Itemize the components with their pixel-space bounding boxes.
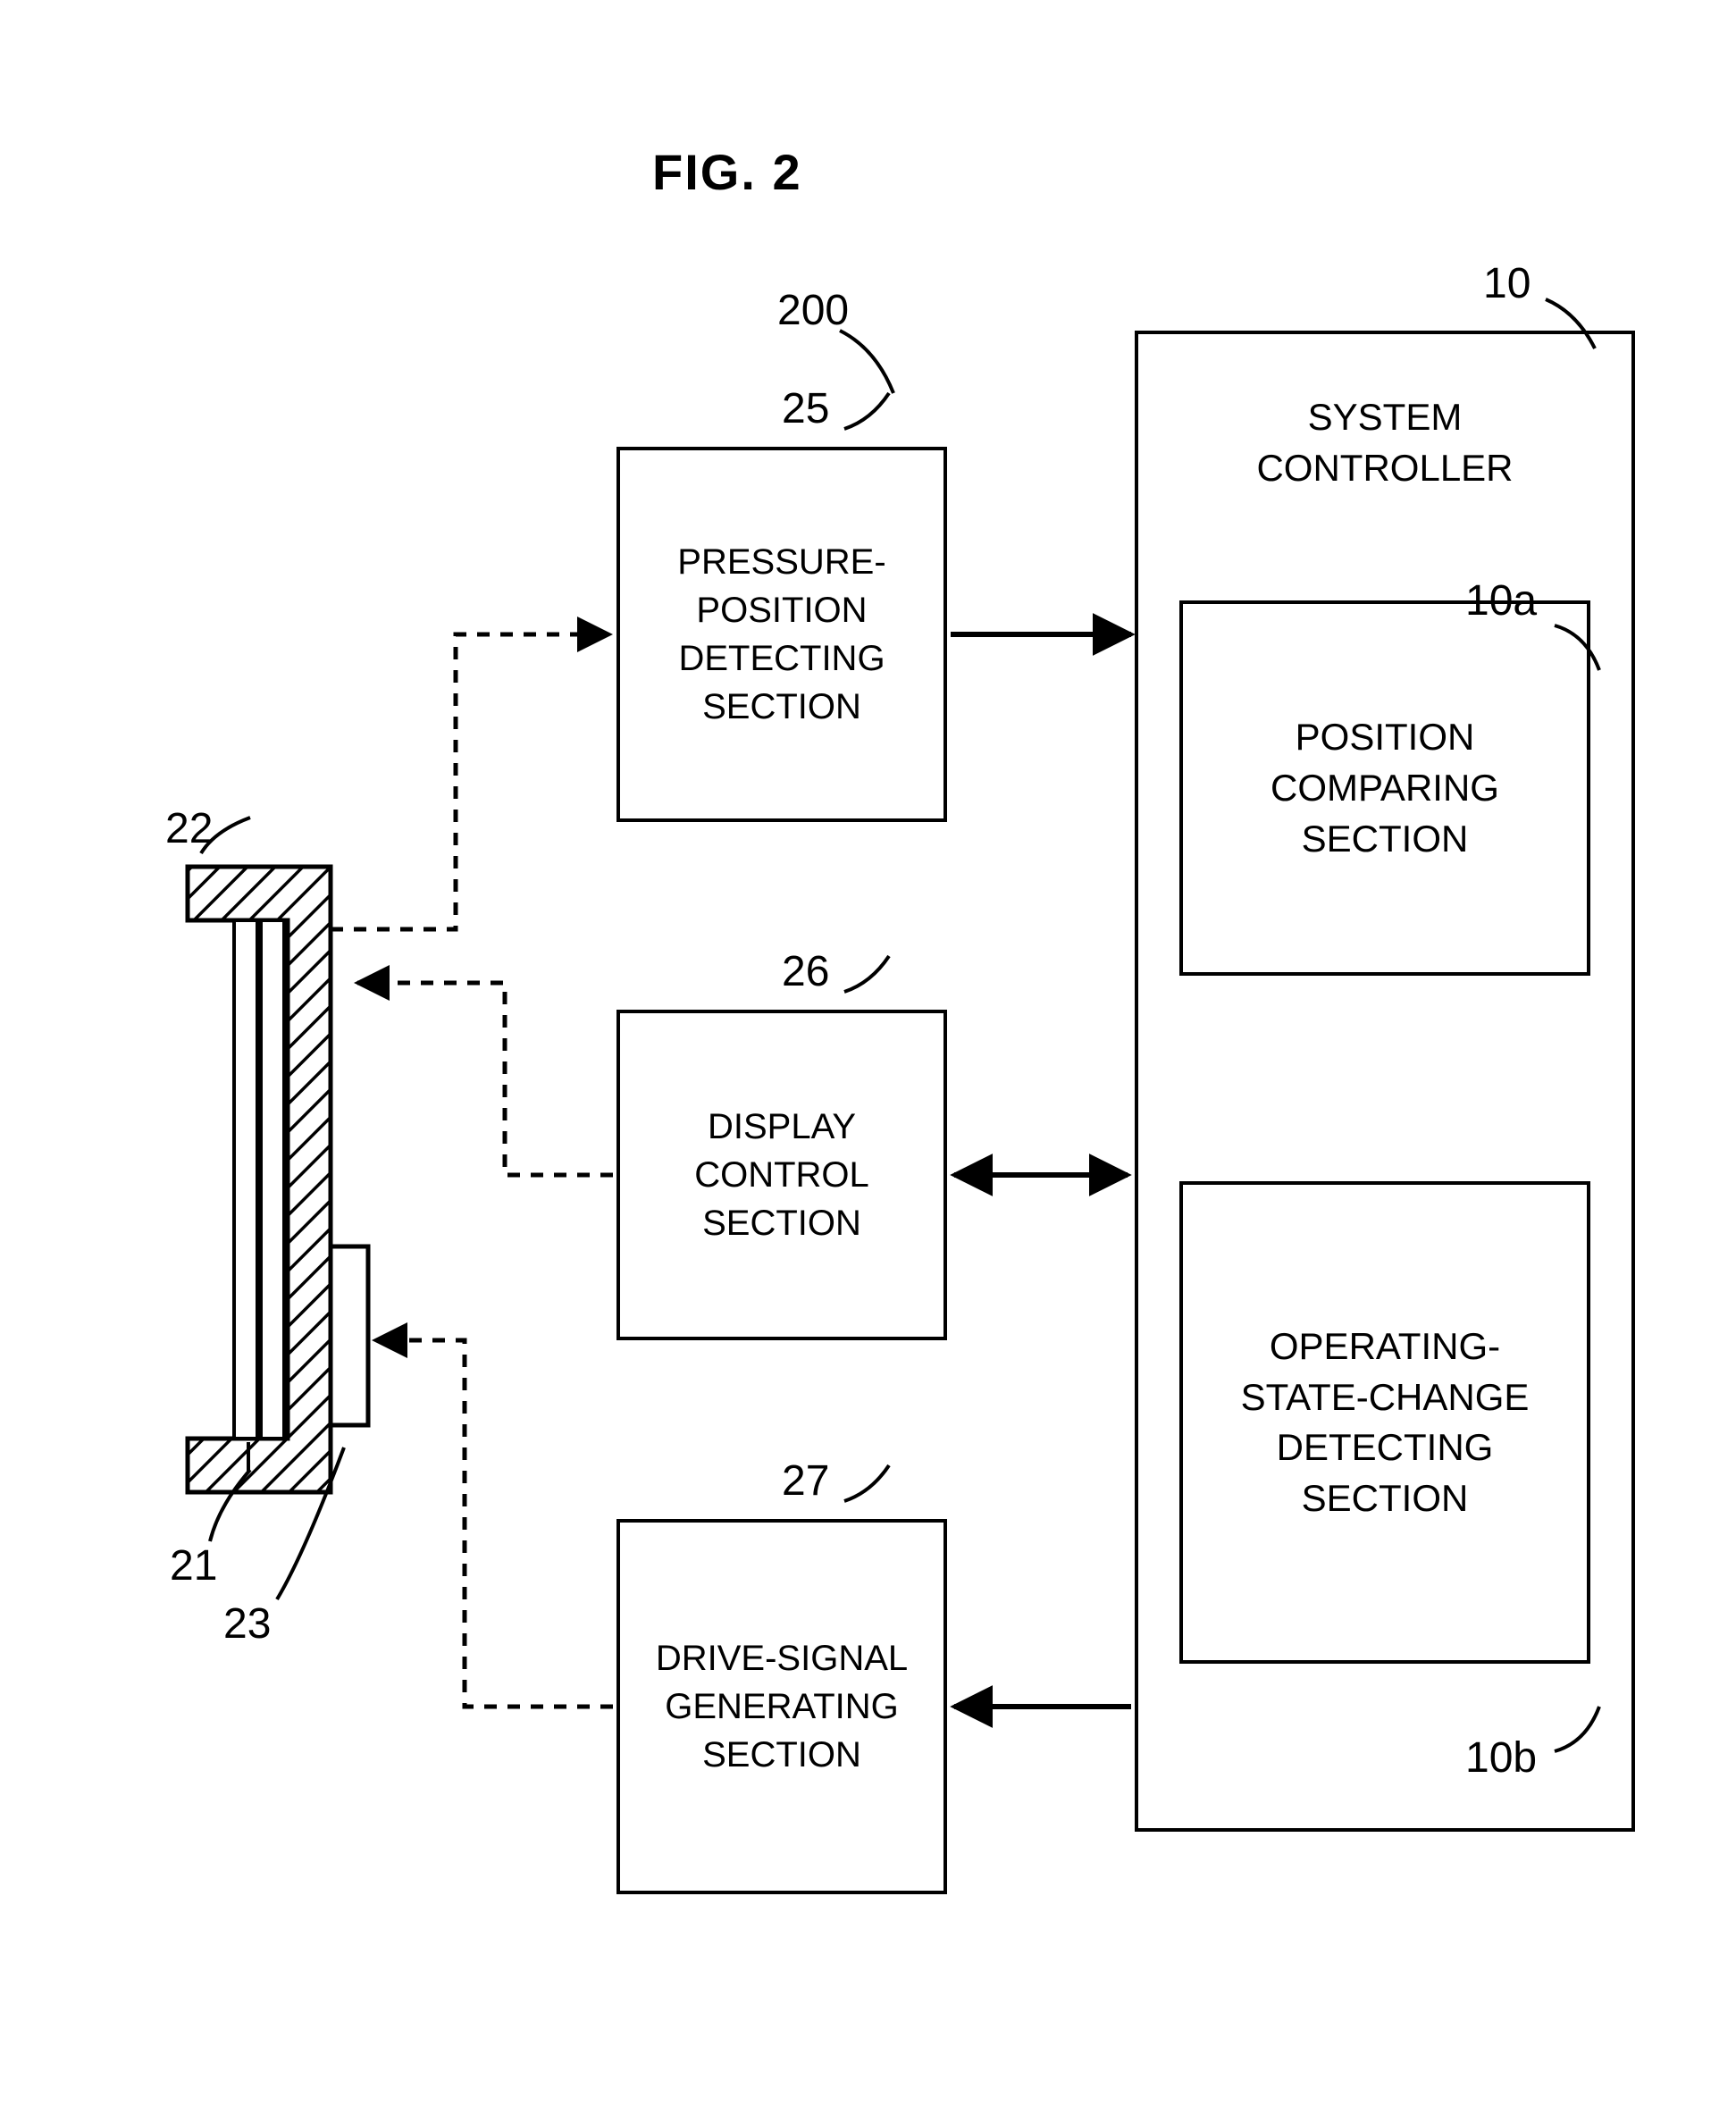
ref-27: 27 [782, 1456, 829, 1506]
position-comparing-section: POSITION COMPARING SECTION [1179, 600, 1590, 976]
operating-state-change-section: OPERATING- STATE-CHANGE DETECTING SECTIO… [1179, 1181, 1590, 1664]
ref-10b: 10b [1465, 1733, 1537, 1783]
position-comparing-label: POSITION COMPARING SECTION [1271, 712, 1499, 864]
display-control-block: DISPLAY CONTROL SECTION [616, 1010, 947, 1340]
operating-state-label: OPERATING- STATE-CHANGE DETECTING SECTIO… [1241, 1321, 1530, 1524]
display-control-label: DISPLAY CONTROL SECTION [620, 1103, 943, 1247]
ref-23: 23 [223, 1599, 271, 1649]
device-cross-section [188, 867, 368, 1492]
ref-200: 200 [777, 286, 849, 335]
pressure-position-label: PRESSURE-POSITION DETECTING SECTION [620, 538, 943, 731]
ref-10a: 10a [1465, 576, 1537, 625]
system-controller-block: SYSTEM CONTROLLER POSITION COMPARING SEC… [1135, 331, 1635, 1832]
ref-25: 25 [782, 384, 829, 433]
ref-10: 10 [1483, 259, 1531, 308]
ref-21: 21 [170, 1541, 217, 1590]
drive-signal-block: DRIVE-SIGNAL GENERATING SECTION [616, 1519, 947, 1894]
drive-signal-label: DRIVE-SIGNAL GENERATING SECTION [620, 1634, 943, 1779]
ref-22: 22 [165, 804, 213, 853]
system-controller-title: SYSTEM CONTROLLER [1256, 392, 1513, 493]
ref-26: 26 [782, 947, 829, 996]
pressure-position-block: PRESSURE-POSITION DETECTING SECTION [616, 447, 947, 822]
figure-title: FIG. 2 [652, 143, 802, 201]
